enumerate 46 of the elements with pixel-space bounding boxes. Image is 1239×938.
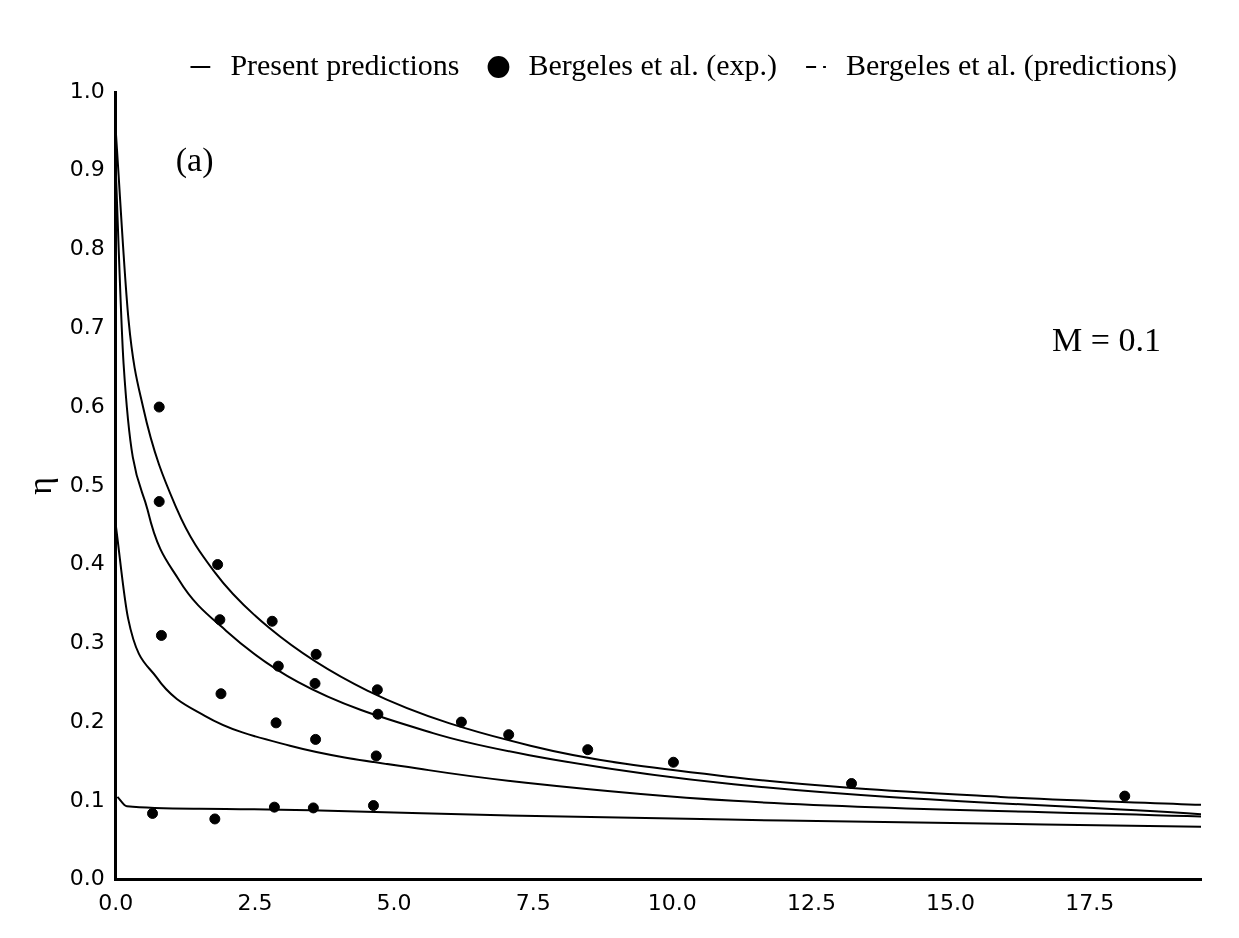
- y-tick-label: 0.7: [69, 314, 105, 339]
- y-tick-label: 0.1: [69, 786, 105, 812]
- x-tick-label: 5.0: [376, 889, 412, 915]
- legend-label: Bergeles et al. (exp.): [528, 47, 778, 82]
- point: [310, 648, 322, 660]
- point: [147, 807, 159, 819]
- y-axis-title: η: [21, 476, 59, 495]
- y-tick-label: 0.6: [69, 392, 105, 418]
- y-tick-label: 0.5: [69, 471, 105, 497]
- point: [667, 756, 679, 768]
- x-tick-label: 0.0: [98, 889, 134, 915]
- point: [310, 733, 322, 745]
- y-tick-label: 0.8: [69, 235, 105, 261]
- x-tick-label: 17.5: [1065, 889, 1115, 915]
- y-tick-label: 0.0: [69, 865, 105, 891]
- y-tick-label: 0.4: [69, 550, 105, 576]
- point: [155, 629, 167, 641]
- point: [153, 496, 165, 508]
- point: [367, 800, 379, 812]
- point: [309, 677, 321, 689]
- y-tick-label: 1.0: [69, 77, 105, 103]
- y-tick-label: 0.2: [69, 707, 105, 733]
- point: [371, 684, 383, 696]
- point: [846, 778, 858, 790]
- point: [153, 401, 165, 413]
- point: [209, 813, 221, 825]
- y-tick-label: 0.9: [69, 156, 105, 182]
- point: [370, 750, 382, 762]
- point: [215, 688, 227, 700]
- x-tick-label: 15.0: [926, 889, 976, 915]
- point: [582, 744, 594, 756]
- annotation: M = 0.1: [1052, 320, 1161, 358]
- legend-label: Present predictions: [230, 47, 460, 81]
- point: [455, 716, 467, 728]
- point: [266, 615, 278, 627]
- point: [1119, 790, 1131, 802]
- x-tick-label: 2.5: [237, 889, 273, 915]
- point: [503, 729, 515, 741]
- x-tick-label: 7.5: [515, 889, 551, 915]
- x-tick-label: 10.0: [647, 889, 697, 915]
- point: [270, 717, 282, 729]
- annotation: (a): [175, 140, 214, 179]
- x-tick-label: 12.5: [786, 889, 836, 915]
- y-tick-label: 0.3: [69, 629, 105, 655]
- legend-label: Bergeles et al. (predictions): [846, 47, 1177, 82]
- point: [212, 559, 224, 571]
